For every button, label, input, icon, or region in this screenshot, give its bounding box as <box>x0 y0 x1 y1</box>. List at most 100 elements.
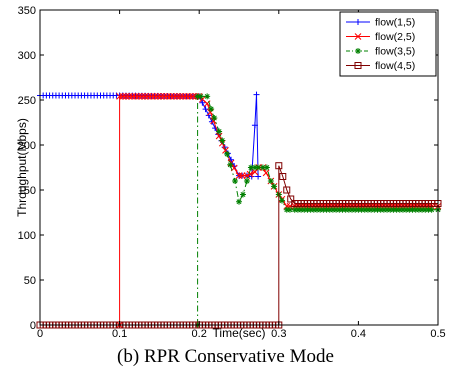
legend-item: flow(1,5) <box>346 17 415 29</box>
y-tick-label: 50 <box>24 275 36 287</box>
data-point <box>371 206 378 213</box>
data-point <box>278 197 285 204</box>
data-point <box>125 93 133 100</box>
data-point <box>323 206 330 213</box>
y-tick-label: 250 <box>18 95 36 107</box>
data-point <box>355 206 362 213</box>
data-point <box>179 93 187 100</box>
legend-item: flow(3,5) <box>346 46 415 58</box>
x-tick-label: 0 <box>37 328 43 340</box>
data-point <box>235 172 243 179</box>
legend-label: flow(2,5) <box>375 31 415 43</box>
data-point <box>255 173 262 180</box>
data-point <box>380 206 387 213</box>
y-tick-label: 100 <box>18 230 36 242</box>
x-tick-label: 0.5 <box>430 328 445 340</box>
data-point <box>361 206 368 213</box>
data-point <box>246 170 254 178</box>
data-point <box>354 62 362 69</box>
data-point <box>208 106 215 112</box>
x-tick-label: 0.4 <box>351 328 366 340</box>
series-line <box>40 165 438 326</box>
data-point <box>320 206 327 213</box>
legend-item: flow(2,5) <box>346 31 415 43</box>
data-point <box>345 206 352 213</box>
data-point <box>199 99 206 106</box>
data-point <box>122 93 130 100</box>
data-point <box>291 206 298 213</box>
data-point <box>326 206 333 213</box>
data-point <box>138 93 146 100</box>
data-point <box>251 122 258 129</box>
data-point <box>116 93 123 100</box>
legend-label: flow(3,5) <box>375 46 415 58</box>
data-point <box>368 206 375 213</box>
data-point <box>259 164 266 171</box>
data-point <box>403 206 410 213</box>
legend-label: flow(1,5) <box>375 17 415 29</box>
data-point <box>425 206 432 213</box>
data-point <box>314 206 321 213</box>
data-point <box>317 206 324 213</box>
data-point <box>267 178 274 184</box>
data-point <box>170 93 178 100</box>
x-tick-label: 0.1 <box>112 328 127 340</box>
data-point <box>211 115 218 121</box>
series-flow(1,5) <box>37 91 262 180</box>
data-point <box>406 206 413 213</box>
data-point <box>204 93 211 100</box>
series-flow(3,5) <box>194 93 441 328</box>
data-point <box>275 162 283 170</box>
data-point <box>374 206 381 213</box>
data-point <box>157 93 165 100</box>
data-point <box>354 33 362 40</box>
data-point <box>189 93 197 100</box>
data-point <box>271 183 278 190</box>
data-point <box>399 206 406 213</box>
figure-caption: (b) RPR Conservative Mode <box>117 346 334 367</box>
data-point <box>301 206 308 213</box>
data-point <box>167 93 174 100</box>
data-point <box>294 206 301 213</box>
data-point <box>304 206 311 213</box>
data-point <box>132 93 139 100</box>
data-point <box>390 206 397 213</box>
data-point <box>216 128 223 135</box>
y-tick-label: 300 <box>18 50 36 62</box>
legend-label: flow(4,5) <box>375 60 415 72</box>
x-tick-label: 0.3 <box>271 328 286 340</box>
data-point <box>262 169 270 177</box>
data-point <box>160 93 168 100</box>
data-point <box>232 178 239 184</box>
data-point <box>215 132 223 140</box>
throughput-chart: 0 0.1 0.2 0.3 0.4 0.5 0 50 100 150 200 250 300 350 Ti… <box>15 5 446 340</box>
data-point <box>283 206 290 213</box>
data-point <box>422 206 429 213</box>
data-point <box>384 206 391 213</box>
data-point <box>243 178 250 184</box>
x-tick-label: 0.2 <box>192 328 207 340</box>
legend-item: flow(4,5) <box>346 60 415 72</box>
data-point <box>355 48 361 54</box>
data-point <box>298 206 305 213</box>
axis-ticks: 0 0.1 0.2 0.3 0.4 0.5 0 50 100 150 200 250 300 350 <box>18 5 446 340</box>
data-point <box>412 206 419 213</box>
data-point <box>396 206 403 213</box>
data-point <box>253 91 260 98</box>
data-point <box>339 206 346 213</box>
y-tick-label: 350 <box>18 5 36 17</box>
data-point <box>154 93 162 100</box>
data-point <box>141 93 149 100</box>
data-point <box>176 93 184 100</box>
data-point <box>342 206 349 213</box>
y-tick-label: 0 <box>30 320 36 332</box>
x-axis-label: Time(sec) <box>213 326 266 340</box>
data-point <box>387 206 394 213</box>
data-point <box>183 93 190 100</box>
data-point <box>119 93 127 100</box>
y-tick-label: 150 <box>18 185 36 197</box>
data-point <box>227 161 234 168</box>
data-point <box>283 186 291 194</box>
data-point <box>286 206 293 213</box>
data-point <box>219 137 226 144</box>
